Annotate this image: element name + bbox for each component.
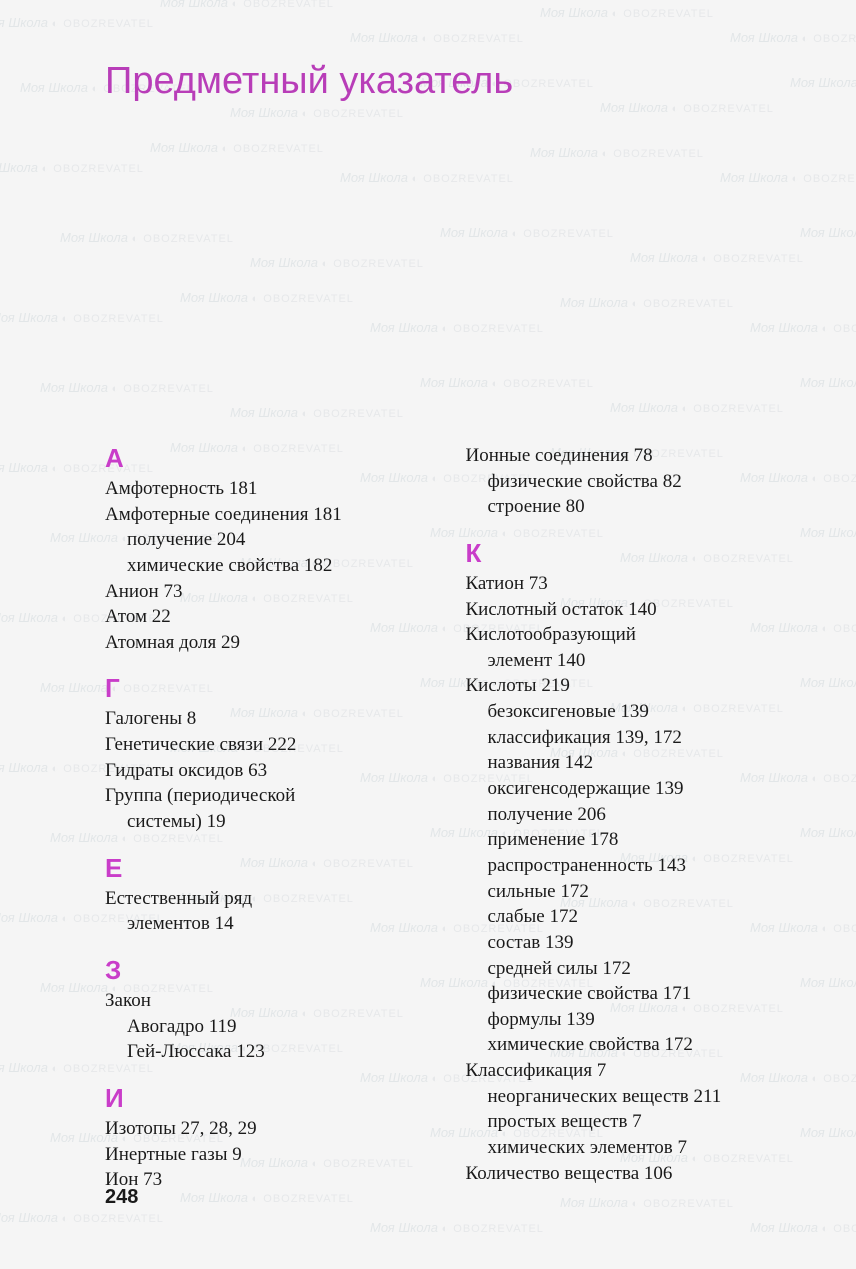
index-entry: Естественный ряд (105, 886, 436, 912)
index-sub-entry: формулы 139 (466, 1007, 797, 1033)
index-entry: Изотопы 27, 28, 29 (105, 1116, 436, 1142)
index-sub-entry: сильные 172 (466, 879, 797, 905)
index-entry: Амфотерные соединения 181 (105, 502, 436, 528)
index-sub-entry: названия 142 (466, 750, 797, 776)
page-content: Предметный указатель ААмфотерность 181Ам… (0, 0, 856, 1233)
index-sub-entry: слабые 172 (466, 904, 797, 930)
index-entry: Генетические связи 222 (105, 732, 436, 758)
index-entry: Закон (105, 988, 436, 1014)
index-sub-entry: классификация 139, 172 (466, 725, 797, 751)
index-sub-entry: элементов 14 (105, 911, 436, 937)
index-sub-entry: физические свойства 171 (466, 981, 797, 1007)
index-entry: Классификация 7 (466, 1058, 797, 1084)
section-letter: З (105, 955, 436, 986)
index-columns: ААмфотерность 181Амфотерные соединения 1… (105, 443, 796, 1193)
section-letter: Г (105, 673, 436, 704)
index-sub-entry: химические свойства 182 (105, 553, 436, 579)
index-sub-entry: физические свойства 82 (466, 469, 797, 495)
index-entry: Гидраты оксидов 63 (105, 758, 436, 784)
index-entry: Количество вещества 106 (466, 1161, 797, 1187)
index-sub-entry: Гей-Люссака 123 (105, 1039, 436, 1065)
index-entry: Атомная доля 29 (105, 630, 436, 656)
section-letter: И (105, 1083, 436, 1114)
index-entry: Галогены 8 (105, 706, 436, 732)
index-entry: Анион 73 (105, 579, 436, 605)
index-entry: Кислоты 219 (466, 673, 797, 699)
index-sub-entry: простых веществ 7 (466, 1109, 797, 1135)
index-entry: Ионные соединения 78 (466, 443, 797, 469)
index-entry: Группа (периодической (105, 783, 436, 809)
index-sub-entry: системы) 19 (105, 809, 436, 835)
index-sub-entry: химические свойства 172 (466, 1032, 797, 1058)
index-sub-entry: получение 206 (466, 802, 797, 828)
index-sub-entry: состав 139 (466, 930, 797, 956)
index-entry: Инертные газы 9 (105, 1142, 436, 1168)
index-sub-entry: оксигенсодержащие 139 (466, 776, 797, 802)
index-entry: Амфотерность 181 (105, 476, 436, 502)
index-sub-entry: средней силы 172 (466, 956, 797, 982)
page-title: Предметный указатель (105, 60, 796, 103)
index-sub-entry: химических элементов 7 (466, 1135, 797, 1161)
index-entry: Катион 73 (466, 571, 797, 597)
section-letter: А (105, 443, 436, 474)
right-column: Ионные соединения 78физические свойства … (466, 443, 797, 1193)
index-entry: Атом 22 (105, 604, 436, 630)
index-entry: Кислотообразующий (466, 622, 797, 648)
index-sub-entry: элемент 140 (466, 648, 797, 674)
index-entry: Ион 73 (105, 1167, 436, 1193)
left-column: ААмфотерность 181Амфотерные соединения 1… (105, 443, 436, 1193)
section-letter: К (466, 538, 797, 569)
index-sub-entry: распространенность 143 (466, 853, 797, 879)
index-sub-entry: применение 178 (466, 827, 797, 853)
index-sub-entry: получение 204 (105, 527, 436, 553)
index-sub-entry: Авогадро 119 (105, 1014, 436, 1040)
index-sub-entry: неорганических веществ 211 (466, 1084, 797, 1110)
section-letter: Е (105, 853, 436, 884)
index-sub-entry: строение 80 (466, 494, 797, 520)
index-sub-entry: безоксигеновые 139 (466, 699, 797, 725)
index-entry: Кислотный остаток 140 (466, 597, 797, 623)
